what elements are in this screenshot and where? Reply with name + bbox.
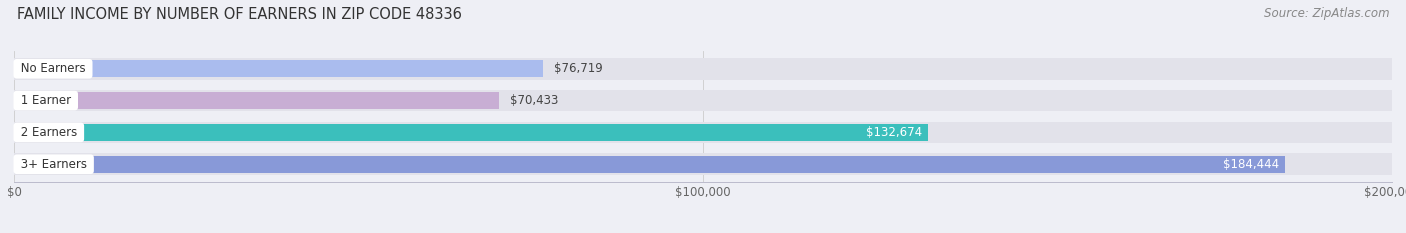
- Bar: [14, 156, 1285, 172]
- Text: 3+ Earners: 3+ Earners: [17, 158, 90, 171]
- Bar: [14, 92, 499, 109]
- Bar: [14, 90, 1392, 111]
- Text: $132,674: $132,674: [866, 126, 922, 139]
- Text: 1 Earner: 1 Earner: [17, 94, 75, 107]
- Bar: [14, 61, 543, 77]
- Bar: [14, 153, 1392, 175]
- Bar: [14, 122, 1392, 143]
- Bar: [14, 58, 1392, 80]
- Text: 2 Earners: 2 Earners: [17, 126, 80, 139]
- Text: FAMILY INCOME BY NUMBER OF EARNERS IN ZIP CODE 48336: FAMILY INCOME BY NUMBER OF EARNERS IN ZI…: [17, 7, 461, 22]
- Text: $70,433: $70,433: [510, 94, 558, 107]
- Text: No Earners: No Earners: [17, 62, 89, 75]
- Text: $76,719: $76,719: [554, 62, 602, 75]
- Bar: [14, 124, 928, 141]
- Text: Source: ZipAtlas.com: Source: ZipAtlas.com: [1264, 7, 1389, 20]
- Text: $184,444: $184,444: [1223, 158, 1279, 171]
